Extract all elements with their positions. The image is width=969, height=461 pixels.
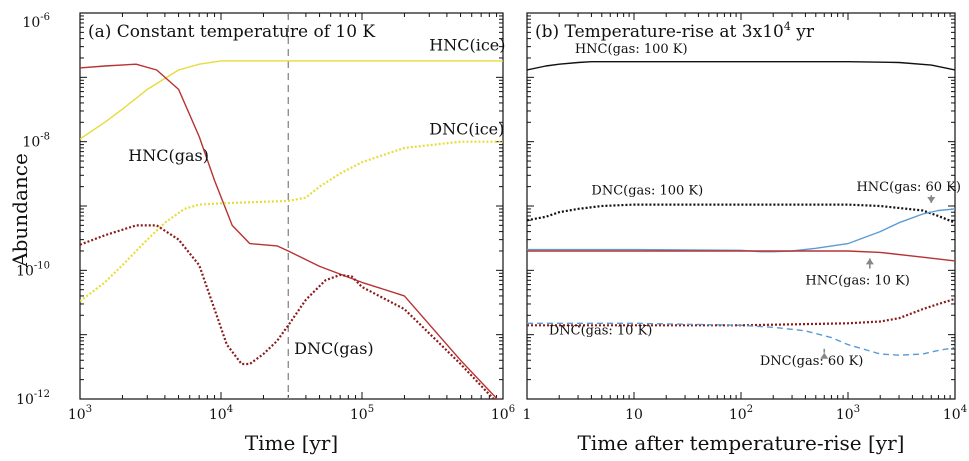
series-line	[527, 322, 955, 356]
series-line	[80, 224, 496, 399]
x-tick-exp: 3	[854, 404, 860, 415]
x-tick-label: 10	[625, 407, 643, 423]
x-tick-exp: 4	[227, 404, 233, 415]
series-line	[527, 61, 955, 71]
panel-title-tail: yr	[791, 22, 815, 42]
label-arrowhead	[927, 196, 936, 203]
panel-title-sup: 4	[784, 20, 791, 33]
series-line	[80, 63, 499, 399]
series-label: HNC(gas: 100 K)	[575, 42, 688, 57]
x-tick-exp: 4	[961, 404, 967, 415]
x-tick-label: 103	[68, 404, 92, 423]
y-tick-base: 10	[16, 392, 34, 408]
x-tick-base: 10	[836, 407, 854, 423]
label-arrowhead	[820, 352, 829, 359]
series-label: DNC(gas: 100 K)	[591, 184, 703, 199]
series-label: HNC(ice)	[429, 36, 505, 55]
y-axis-title: Abundance	[8, 153, 32, 268]
x-tick-label: 1	[523, 407, 532, 423]
panel-title: (a) Constant temperature of 10 K	[88, 22, 375, 42]
series-line	[527, 203, 955, 224]
y-tick-label: 10-6	[22, 12, 50, 31]
series-label: DNC(gas: 10 K)	[549, 324, 653, 339]
y-tick-exp: -10	[34, 260, 50, 271]
series-label: HNC(gas: 60 K)	[856, 180, 960, 195]
x-tick-base: 10	[729, 407, 747, 423]
x-tick-base: 1	[523, 407, 532, 423]
x-tick-base: 10	[625, 407, 643, 423]
y-tick-label: 10-12	[16, 389, 50, 408]
plot-frame	[526, 12, 956, 400]
x-tick-base: 10	[209, 407, 227, 423]
x-tick-label: 103	[836, 404, 860, 423]
y-tick-exp: -8	[40, 132, 50, 143]
y-tick-base: 10	[22, 15, 40, 31]
y-tick-exp: -12	[34, 389, 50, 400]
panel-title-main: (b) Temperature-rise at 3x10	[535, 22, 784, 42]
x-tick-label: 105	[350, 404, 374, 423]
x-tick-exp: 2	[747, 404, 753, 415]
series-line	[80, 140, 503, 303]
series-label: HNC(gas)	[128, 146, 209, 165]
x-tick-exp: 6	[509, 404, 515, 415]
y-tick-label: 10-10	[16, 260, 50, 279]
y-tick-base: 10	[22, 135, 40, 151]
x-tick-base: 10	[350, 407, 368, 423]
x-tick-base: 10	[943, 407, 961, 423]
x-tick-label: 102	[729, 404, 753, 423]
x-tick-base: 10	[491, 407, 509, 423]
panel-title: (b) Temperature-rise at 3x104 yr	[535, 20, 815, 42]
y-tick-base: 10	[16, 263, 34, 279]
x-tick-label: 104	[209, 404, 233, 423]
x-axis-title: Time [yr]	[245, 431, 338, 455]
x-tick-label: 104	[943, 404, 967, 423]
series-label: DNC(ice)	[429, 119, 504, 138]
x-tick-base: 10	[68, 407, 86, 423]
series-label: HNC(gas: 10 K)	[805, 274, 909, 289]
label-arrowhead	[865, 258, 874, 265]
series-label: DNC(gas: 60 K)	[760, 354, 864, 369]
plot-frame	[79, 12, 504, 400]
x-axis-title: Time after temperature-rise [yr]	[578, 431, 905, 455]
x-tick-exp: 3	[86, 404, 92, 415]
series-line	[80, 60, 503, 140]
y-tick-exp: -6	[40, 12, 50, 23]
series-line	[527, 250, 955, 262]
series-label: DNC(gas)	[294, 339, 374, 358]
series-line	[527, 208, 955, 253]
x-tick-label: 106	[491, 404, 515, 423]
series-line	[527, 297, 955, 327]
x-tick-exp: 5	[368, 404, 374, 415]
y-tick-label: 10-8	[22, 132, 50, 151]
